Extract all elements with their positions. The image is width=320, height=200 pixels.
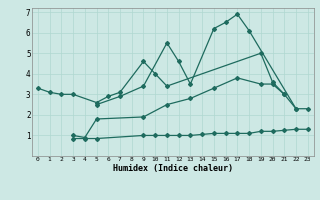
X-axis label: Humidex (Indice chaleur): Humidex (Indice chaleur) [113, 164, 233, 173]
